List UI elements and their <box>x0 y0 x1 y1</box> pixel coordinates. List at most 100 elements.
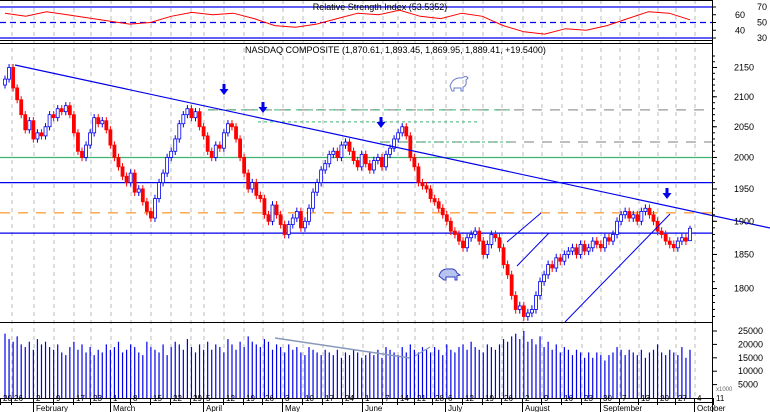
rsi-title: Relative Strength Index (53.5352) <box>313 2 448 12</box>
candle-down <box>428 188 433 199</box>
candle-up <box>602 237 607 249</box>
annotations <box>14 64 770 359</box>
candle-up <box>35 132 40 140</box>
candle-up <box>315 182 320 193</box>
candle-up <box>161 172 165 184</box>
candle-down <box>67 105 72 116</box>
candle-up <box>343 141 348 146</box>
candle-up <box>331 150 336 155</box>
volume-trend-line <box>414 346 431 357</box>
date-tick-label: 3 <box>285 394 290 403</box>
candle-down <box>453 230 457 235</box>
candle-down <box>254 182 259 196</box>
channel-line <box>516 232 550 267</box>
candle-up <box>619 214 623 222</box>
date-tick-label: 20 <box>3 394 12 403</box>
candle-up <box>294 211 299 219</box>
candle-down <box>671 244 676 249</box>
volume-unit-label: x1000 <box>716 387 733 393</box>
candle-down <box>238 138 242 158</box>
candle-down <box>404 126 409 137</box>
date-tick-label: 17 <box>325 394 334 403</box>
candle-down <box>76 132 80 152</box>
candle-up <box>185 108 190 116</box>
candle-down <box>412 157 417 168</box>
candle-down <box>408 135 413 158</box>
candle-down <box>497 237 502 249</box>
candle-up <box>3 78 7 86</box>
date-tick-label: 30 <box>603 394 612 403</box>
candle-down <box>59 108 64 113</box>
candle-down <box>266 214 271 222</box>
candle-down <box>436 201 441 209</box>
date-tick-label: 12 <box>226 394 235 403</box>
candle-up <box>688 227 692 242</box>
date-tick-label: 26 <box>265 394 274 403</box>
candle-down <box>659 230 664 235</box>
candle-up <box>578 244 583 255</box>
channel-line <box>506 212 542 243</box>
candle-down <box>380 157 384 168</box>
rsi-panel: Relative Strength Index (53.5352) <box>0 2 712 39</box>
price-tick-label: 2100 <box>734 92 754 102</box>
down-arrow-icon <box>219 84 229 95</box>
candle-down <box>39 132 44 137</box>
candle-down <box>505 264 510 276</box>
candle-down <box>189 108 194 119</box>
candle-up <box>400 126 405 134</box>
candle-up <box>392 138 397 149</box>
candle-up <box>489 234 494 245</box>
candle-up <box>100 120 105 125</box>
candle-down <box>140 188 145 203</box>
month-label: June <box>365 404 383 412</box>
price-tick-label: 1800 <box>734 284 754 294</box>
candle-down <box>663 234 668 242</box>
candle-up <box>181 114 186 125</box>
date-tick-label: 1 <box>365 394 370 403</box>
trend-line <box>14 64 770 229</box>
rsi-tick-label: 60 <box>735 10 745 20</box>
candle-up <box>546 264 551 276</box>
candle-down <box>278 214 283 225</box>
candle-down <box>31 120 36 140</box>
candle-up <box>639 211 644 222</box>
candle-down <box>420 182 425 187</box>
candle-down <box>104 120 109 131</box>
price-tick-label: 2000 <box>734 152 754 162</box>
channel-line <box>564 213 671 323</box>
candle-down <box>684 237 688 242</box>
candle-up <box>359 153 364 168</box>
candle-up <box>485 244 490 255</box>
candle-down <box>112 144 117 158</box>
volume-tick-label: 15000 <box>738 353 763 363</box>
candle-down <box>367 163 372 171</box>
date-tick-label: 8 <box>133 394 138 403</box>
candle-down <box>96 117 101 125</box>
date-tick-label: 13 <box>641 394 650 403</box>
date-tick-label: 10 <box>305 394 314 403</box>
candle-up <box>643 207 648 212</box>
price-tick-label: 1900 <box>734 216 754 226</box>
date-tick-label: 24 <box>345 394 354 403</box>
candle-up <box>7 67 11 80</box>
candle-down <box>298 211 303 229</box>
date-tick-label: 28 <box>435 394 444 403</box>
candle-up <box>55 108 60 119</box>
candle-down <box>607 237 611 242</box>
candle-down <box>501 247 506 265</box>
candle-down <box>205 135 210 152</box>
candle-down <box>108 129 113 146</box>
candle-down <box>550 264 555 269</box>
candle-up <box>623 211 628 216</box>
month-label: April <box>206 404 222 412</box>
candle-up <box>286 224 291 235</box>
candle-up <box>27 120 32 131</box>
month-label: May <box>285 404 300 412</box>
candle-down <box>132 172 137 193</box>
price-tick-label: 2050 <box>734 122 754 132</box>
candle-up <box>554 257 559 269</box>
candle-down <box>116 157 121 168</box>
month-label: February <box>36 404 68 412</box>
candle-down <box>351 150 356 161</box>
